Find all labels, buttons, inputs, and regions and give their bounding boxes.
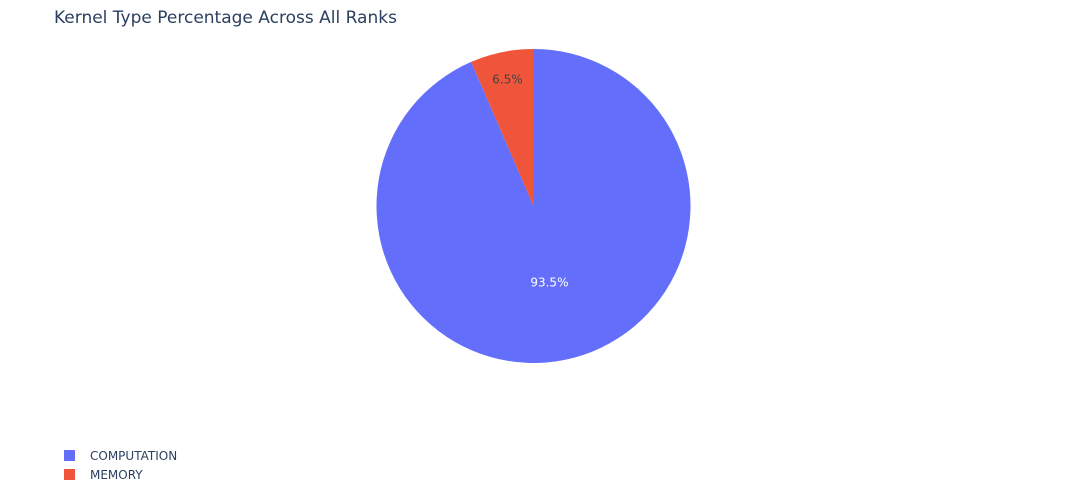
chart-title: Kernel Type Percentage Across All Ranks: [54, 8, 397, 28]
legend-item-computation[interactable]: COMPUTATION: [64, 446, 177, 465]
pie-slice-memory[interactable]: [471, 49, 534, 206]
slice-label-memory: 6.5%: [492, 72, 523, 86]
legend-label-computation: COMPUTATION: [90, 448, 178, 463]
pie-slice-computation[interactable]: [376, 49, 691, 363]
slice-label-computation: 93.5%: [530, 275, 568, 289]
legend-swatch-computation: [64, 450, 75, 461]
legend-item-memory[interactable]: MEMORY: [64, 465, 177, 484]
legend-label-memory: MEMORY: [90, 467, 143, 482]
legend: COMPUTATION MEMORY: [64, 446, 177, 484]
legend-swatch-memory: [64, 469, 75, 480]
